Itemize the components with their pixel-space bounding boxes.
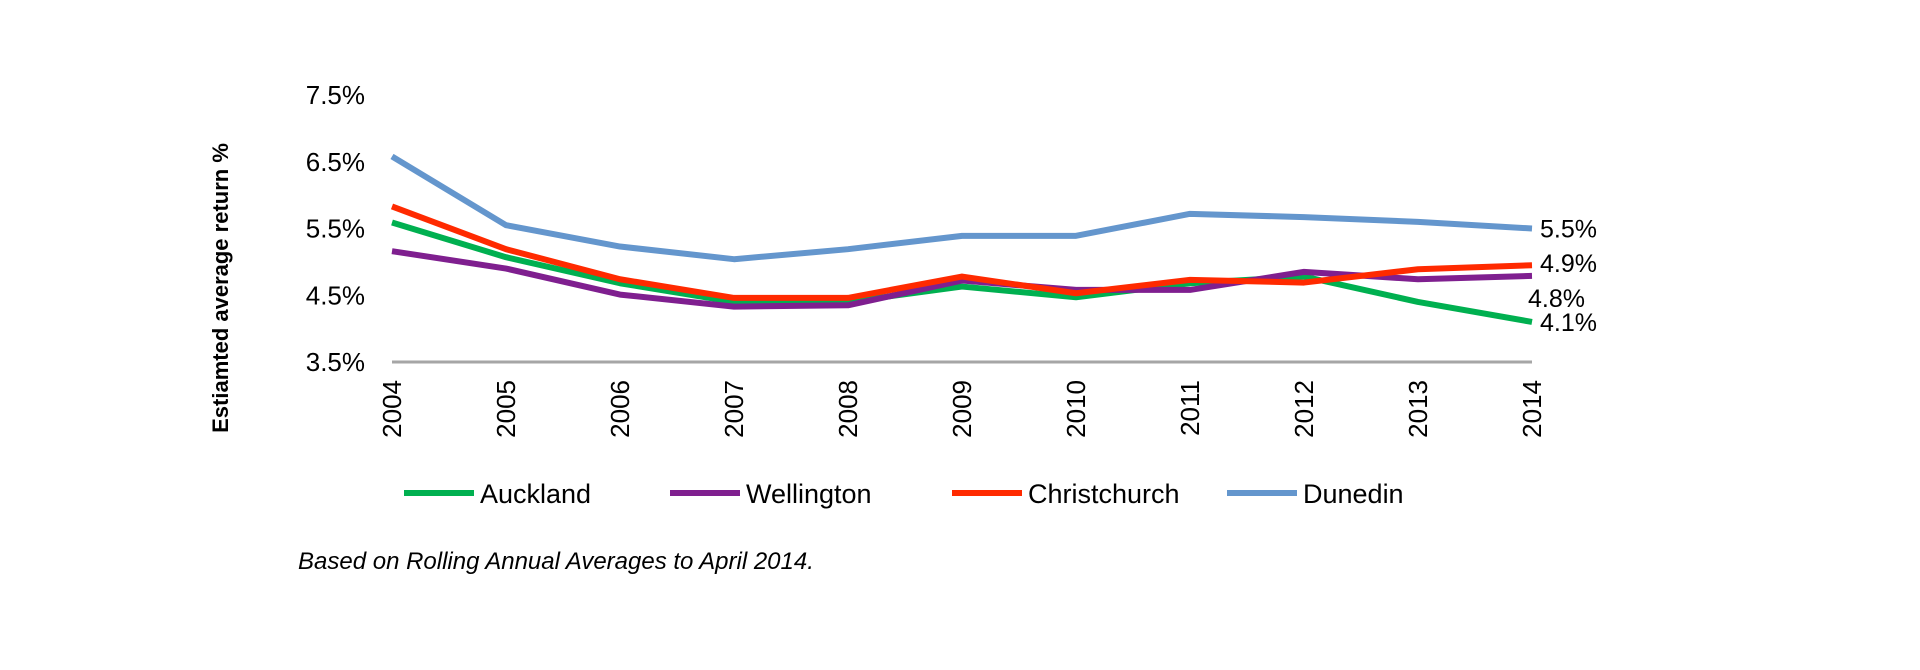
x-tick-label: 2014	[1517, 380, 1547, 438]
y-tick-label: 3.5%	[306, 347, 365, 377]
x-tick-label: 2012	[1289, 380, 1319, 438]
legend-label: Christchurch	[1028, 479, 1180, 509]
y-tick-label: 6.5%	[306, 147, 365, 177]
y-tick-label: 5.5%	[306, 214, 365, 244]
end-label-wellington: 4.8%	[1528, 285, 1585, 313]
legend-item-christchurch: Christchurch	[952, 479, 1180, 509]
x-tick-label: 2006	[605, 380, 635, 438]
end-label-christchurch: 4.9%	[1540, 250, 1597, 278]
legend-label: Wellington	[746, 479, 872, 509]
x-tick-label: 2004	[377, 380, 407, 438]
x-tick-label: 2007	[719, 380, 749, 438]
legend-item-wellington: Wellington	[670, 479, 872, 509]
x-tick-label: 2008	[833, 380, 863, 438]
legend-item-auckland: Auckland	[404, 479, 591, 509]
series-line-dunedin	[390, 153, 1533, 263]
x-tick-label: 2011	[1175, 380, 1205, 436]
chart-caption: Based on Rolling Annual Averages to Apri…	[298, 548, 814, 575]
legend-label: Dunedin	[1303, 479, 1404, 509]
x-tick-label: 2010	[1061, 380, 1091, 438]
x-tick-label: 2013	[1403, 380, 1433, 438]
legend-item-dunedin: Dunedin	[1227, 479, 1404, 509]
y-axis-title: Estiamted average return %	[208, 143, 233, 433]
x-tick-label: 2005	[491, 380, 521, 438]
end-label-dunedin: 5.5%	[1540, 216, 1597, 244]
end-label-auckland: 4.1%	[1540, 309, 1597, 337]
x-tick-label: 2009	[947, 380, 977, 438]
y-tick-label: 4.5%	[306, 280, 365, 310]
y-tick-label: 7.5%	[306, 80, 365, 110]
legend-label: Auckland	[480, 479, 591, 509]
